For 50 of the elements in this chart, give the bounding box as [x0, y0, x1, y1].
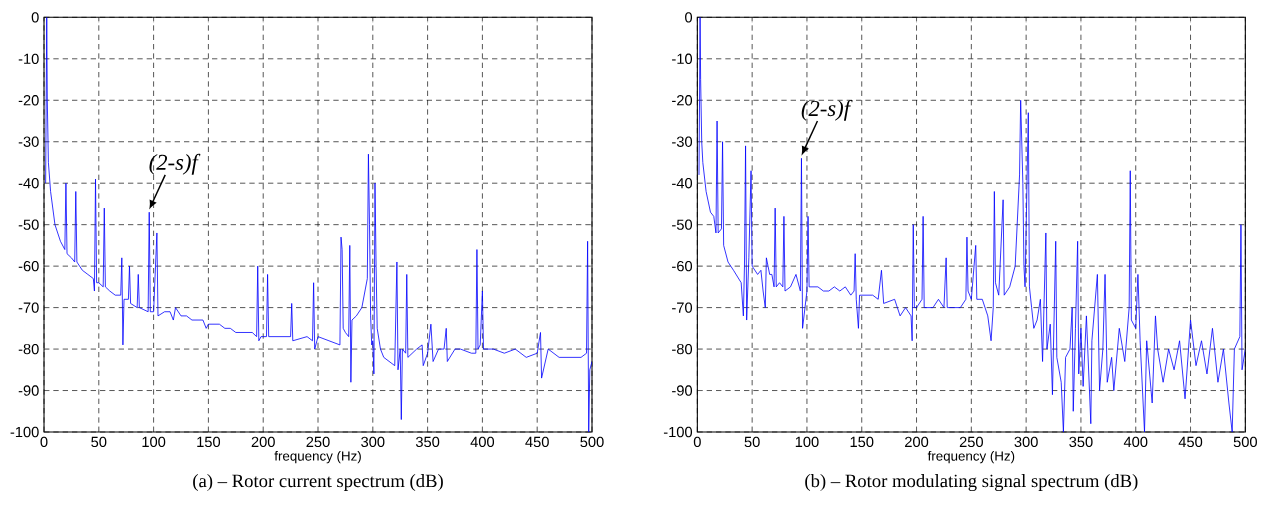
text: (b) – Rotor modulating signal spectrum (dB) [805, 474, 1138, 492]
y-tick-label: -100 [10, 426, 39, 438]
y-tick-label: -70 [18, 302, 39, 313]
x-tick-label: 500 [1233, 436, 1257, 448]
x-axis-title: frequency (Hz) [274, 450, 361, 464]
x-tick-label: 100 [795, 436, 819, 448]
y-tick-label: -10 [18, 53, 39, 64]
x-tick-label: 200 [251, 436, 275, 448]
y-tick-label: -60 [672, 260, 693, 272]
x-tick-label: 300 [361, 436, 385, 448]
x-tick-label: 500 [580, 436, 604, 448]
text: (a) – Rotor current spectrum (dB) [193, 474, 443, 491]
x-tick-label: 350 [1069, 436, 1093, 448]
x-tick-label: 250 [959, 436, 983, 448]
y-tick-label: -30 [18, 136, 39, 147]
x-tick-label: 200 [905, 436, 929, 448]
y-tick-label: -10 [672, 53, 693, 64]
x-tick-label: 300 [1014, 436, 1038, 448]
y-tick-label: -90 [672, 385, 693, 396]
x-tick-label: 0 [693, 436, 701, 448]
x-tick-label: 150 [197, 436, 221, 448]
x-tick-label: 50 [91, 436, 107, 448]
y-tick-label: -40 [672, 178, 693, 189]
y-tick-label: -20 [18, 95, 39, 106]
y-tick-label: -70 [672, 302, 693, 313]
x-tick-label: 400 [470, 436, 495, 448]
x-tick-label: 450 [1178, 436, 1203, 448]
y-tick-label: -100 [663, 426, 693, 438]
x-tick-label: 400 [1123, 436, 1148, 448]
y-tick-label: -50 [672, 219, 693, 230]
y-tick-label: -20 [672, 95, 693, 106]
y-tick-label: 0 [31, 12, 39, 23]
x-tick-label: 100 [142, 436, 166, 448]
y-tick-label: 0 [685, 12, 693, 23]
y-tick-label: -80 [672, 343, 693, 355]
y-tick-label: -80 [18, 343, 39, 355]
x-tick-label: 50 [744, 436, 760, 448]
annotation: (2-s)f [149, 153, 201, 175]
y-tick-label: -30 [672, 136, 693, 147]
y-tick-label: -40 [18, 178, 39, 189]
x-tick-label: 350 [415, 436, 440, 448]
x-tick-label: 150 [850, 436, 874, 448]
annotation: (2-s)f [801, 99, 853, 121]
y-tick-label: -50 [18, 219, 39, 230]
x-tick-label: 250 [306, 436, 330, 448]
x-tick-label: 450 [525, 436, 549, 448]
y-tick-label: -90 [18, 385, 39, 396]
y-tick-label: -60 [18, 260, 39, 272]
x-tick-label: 0 [40, 436, 48, 448]
x-axis-title: frequency (Hz) [927, 450, 1015, 464]
